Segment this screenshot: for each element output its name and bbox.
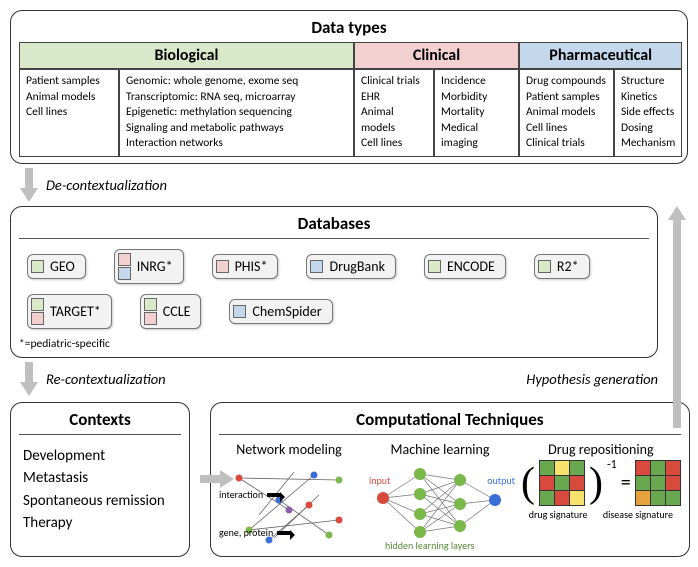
arrow-up-icon (666, 206, 688, 358)
up-arrow-container (664, 206, 688, 358)
network-vis: interaction gene, protein (219, 460, 359, 550)
label-recontextualization: Re-contextualization (46, 370, 166, 388)
label-decontextualization: De-contextualization (46, 176, 167, 194)
label-interaction: interaction (219, 488, 281, 501)
col-drug-repositioning: Drug repositioning ( )-1 = d (521, 441, 681, 550)
computational-title: Computational Techniques (219, 409, 681, 430)
ml-vis: input output hidden learning layers (365, 460, 515, 550)
biological-col2: Genomic: whole genome, exome seqTranscri… (119, 69, 354, 157)
db-chip-drugbank: DrugBank (306, 254, 395, 279)
label-drug-signature: drug signature (529, 508, 588, 521)
label-hidden-layers: hidden learning layers (385, 539, 474, 552)
pediatric-note: *=pediatric-specific (19, 337, 649, 351)
data-types-title: Data types (19, 17, 679, 38)
label-input: input (369, 474, 390, 487)
mid-section: Databases GEO INRG* PHIS* DrugBank ENCODE R2*… (10, 206, 688, 398)
pharmaceutical-col2: StructureKineticsSide effectsDosingMecha… (614, 69, 682, 157)
db-chip-geo: GEO (27, 254, 86, 279)
pharmaceutical-col1: Drug compoundsPatient samplesAnimal mode… (519, 69, 614, 157)
database-chip-grid: GEO INRG* PHIS* DrugBank ENCODE R2* TARGET* CCL… (19, 245, 649, 333)
label-hypothesis-generation: Hypothesis generation (526, 370, 658, 388)
flow-decontextualization: De-contextualization (20, 168, 688, 202)
data-types-grid: Biological Patient samplesAnimal modelsC… (19, 42, 679, 157)
contexts-title: Contexts (19, 409, 181, 430)
panel-contexts: Contexts DevelopmentMetastasisSpontaneou… (10, 402, 190, 557)
panel-data-types: Data types Biological Patient samplesAni… (10, 10, 688, 164)
header-clinical: Clinical (354, 42, 519, 69)
header-pharmaceutical: Pharmaceutical (519, 42, 682, 69)
label-output: output (487, 474, 515, 487)
header-biological: Biological (19, 42, 354, 69)
ml-title: Machine learning (365, 441, 515, 458)
disease-signature-grid (635, 460, 681, 506)
arrow-down-icon (20, 362, 38, 396)
repo-vis: ( )-1 = drug signature disease signature (521, 460, 681, 550)
repo-title: Drug repositioning (521, 441, 681, 458)
panel-databases: Databases GEO INRG* PHIS* DrugBank ENCODE R2*… (10, 206, 658, 358)
clinical-col2: IncidenceMorbidityMortalityMedical imagi… (434, 69, 519, 157)
db-chip-ccle: CCLE (140, 294, 202, 329)
lower-row: Contexts DevelopmentMetastasisSpontaneou… (10, 402, 688, 557)
clinical-col1: Clinical trialsEHRAnimal modelsCell line… (354, 69, 434, 157)
col-network-modeling: Network modeling (219, 441, 359, 550)
db-chip-chemspider: ChemSpider (229, 299, 332, 324)
databases-title: Databases (19, 213, 649, 234)
db-chip-target-: TARGET* (27, 294, 112, 329)
arrow-down-icon (20, 168, 38, 202)
biological-col1: Patient samplesAnimal modelsCell lines (19, 69, 119, 157)
label-disease-signature: disease signature (603, 508, 673, 521)
flow-row-2: Re-contextualization Hypothesis generati… (10, 360, 688, 398)
db-chip-r2-: R2* (534, 254, 590, 279)
db-chip-phis-: PHIS* (212, 254, 279, 279)
label-gene-protein: gene, protein (219, 526, 291, 539)
contexts-list: DevelopmentMetastasisSpontaneous remissi… (19, 441, 181, 539)
panel-computational: Computational Techniques Network modelin… (210, 402, 690, 557)
db-chip-encode: ENCODE (424, 254, 506, 279)
drug-signature-grid (539, 460, 585, 506)
db-chip-inrg-: INRG* (114, 249, 184, 284)
network-title: Network modeling (219, 441, 359, 458)
col-machine-learning: Machine learning (365, 441, 515, 550)
